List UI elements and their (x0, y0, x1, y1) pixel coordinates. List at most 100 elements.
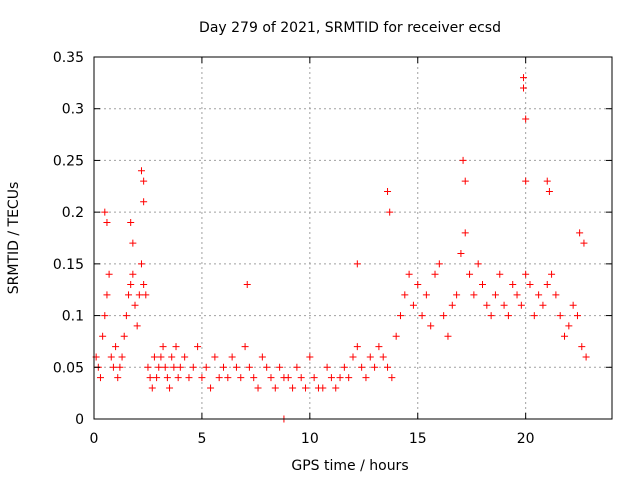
data-point (548, 270, 556, 278)
data-point (409, 301, 417, 309)
data-point (103, 218, 111, 226)
data-point (157, 353, 165, 361)
data-point (215, 374, 223, 382)
data-point (107, 353, 115, 361)
data-point (323, 363, 331, 371)
data-point (144, 363, 152, 371)
data-point (440, 312, 448, 320)
axis-ticks: 0 0.05 0.1 0.15 0.2 0.25 0.3 0.35 0 5 10 15 20 (53, 50, 612, 447)
x-tick-label: 10 (301, 431, 319, 447)
data-point (120, 332, 128, 340)
data-point (375, 343, 383, 351)
data-point (267, 374, 275, 382)
chart-title: Day 279 of 2021, SRMTID for receiver ecs… (199, 20, 501, 36)
data-point (561, 332, 569, 340)
data-point (500, 301, 508, 309)
data-point (96, 374, 104, 382)
data-point (543, 281, 551, 289)
data-point (131, 301, 139, 309)
data-point (129, 270, 137, 278)
data-point (517, 301, 525, 309)
data-point (263, 363, 271, 371)
data-point (431, 270, 439, 278)
data-point (237, 374, 245, 382)
data-point (466, 270, 474, 278)
data-point (353, 343, 361, 351)
data-point (332, 384, 340, 392)
data-point (556, 312, 564, 320)
data-point (170, 363, 178, 371)
data-point (99, 332, 107, 340)
y-tick-label: 0.25 (53, 153, 84, 169)
x-tick-label: 5 (197, 431, 206, 447)
data-point (137, 167, 145, 175)
data-point (168, 353, 176, 361)
data-point (422, 291, 430, 299)
data-point (207, 384, 215, 392)
data-point (250, 374, 258, 382)
data-point (384, 363, 392, 371)
data-point (327, 374, 335, 382)
data-point (379, 353, 387, 361)
data-point (189, 363, 197, 371)
data-point (470, 291, 478, 299)
data-point (228, 353, 236, 361)
data-point (526, 281, 534, 289)
data-point (569, 301, 577, 309)
data-point (401, 291, 409, 299)
x-tick-label: 15 (409, 431, 427, 447)
data-point (202, 363, 210, 371)
data-point (258, 353, 266, 361)
grid (94, 57, 612, 419)
data-point (427, 322, 435, 330)
data-point (137, 260, 145, 268)
y-tick-label: 0.15 (53, 257, 84, 273)
data-point (101, 312, 109, 320)
data-point (487, 312, 495, 320)
data-point (319, 384, 327, 392)
data-point (103, 291, 111, 299)
data-point (159, 343, 167, 351)
data-point (491, 291, 499, 299)
data-point (310, 374, 318, 382)
data-point (133, 322, 141, 330)
data-point (576, 229, 584, 237)
y-tick-label: 0 (75, 412, 84, 428)
data-point (176, 363, 184, 371)
y-tick-label: 0.05 (53, 360, 84, 376)
data-point (353, 260, 361, 268)
data-point (453, 291, 461, 299)
data-point (166, 384, 174, 392)
data-point (384, 187, 392, 195)
data-point (105, 270, 113, 278)
data-point (224, 374, 232, 382)
data-point (539, 301, 547, 309)
data-point (174, 374, 182, 382)
data-point (245, 363, 253, 371)
data-point (284, 374, 292, 382)
data-point (302, 384, 310, 392)
data-point (194, 343, 202, 351)
y-tick-label: 0.3 (62, 102, 84, 118)
data-point (418, 312, 426, 320)
data-point (496, 270, 504, 278)
data-point (293, 363, 301, 371)
x-tick-label: 0 (90, 431, 99, 447)
data-point (150, 353, 158, 361)
data-point (125, 291, 133, 299)
data-point (396, 312, 404, 320)
data-point (148, 384, 156, 392)
data-point (405, 270, 413, 278)
data-point (543, 177, 551, 185)
plot-frame (93, 56, 613, 420)
data-point (336, 374, 344, 382)
data-point (457, 250, 465, 258)
data-point (127, 218, 135, 226)
data-point (545, 187, 553, 195)
data-point (388, 374, 396, 382)
data-point (109, 363, 117, 371)
data-point (155, 363, 163, 371)
data-point (573, 312, 581, 320)
data-point (135, 291, 143, 299)
